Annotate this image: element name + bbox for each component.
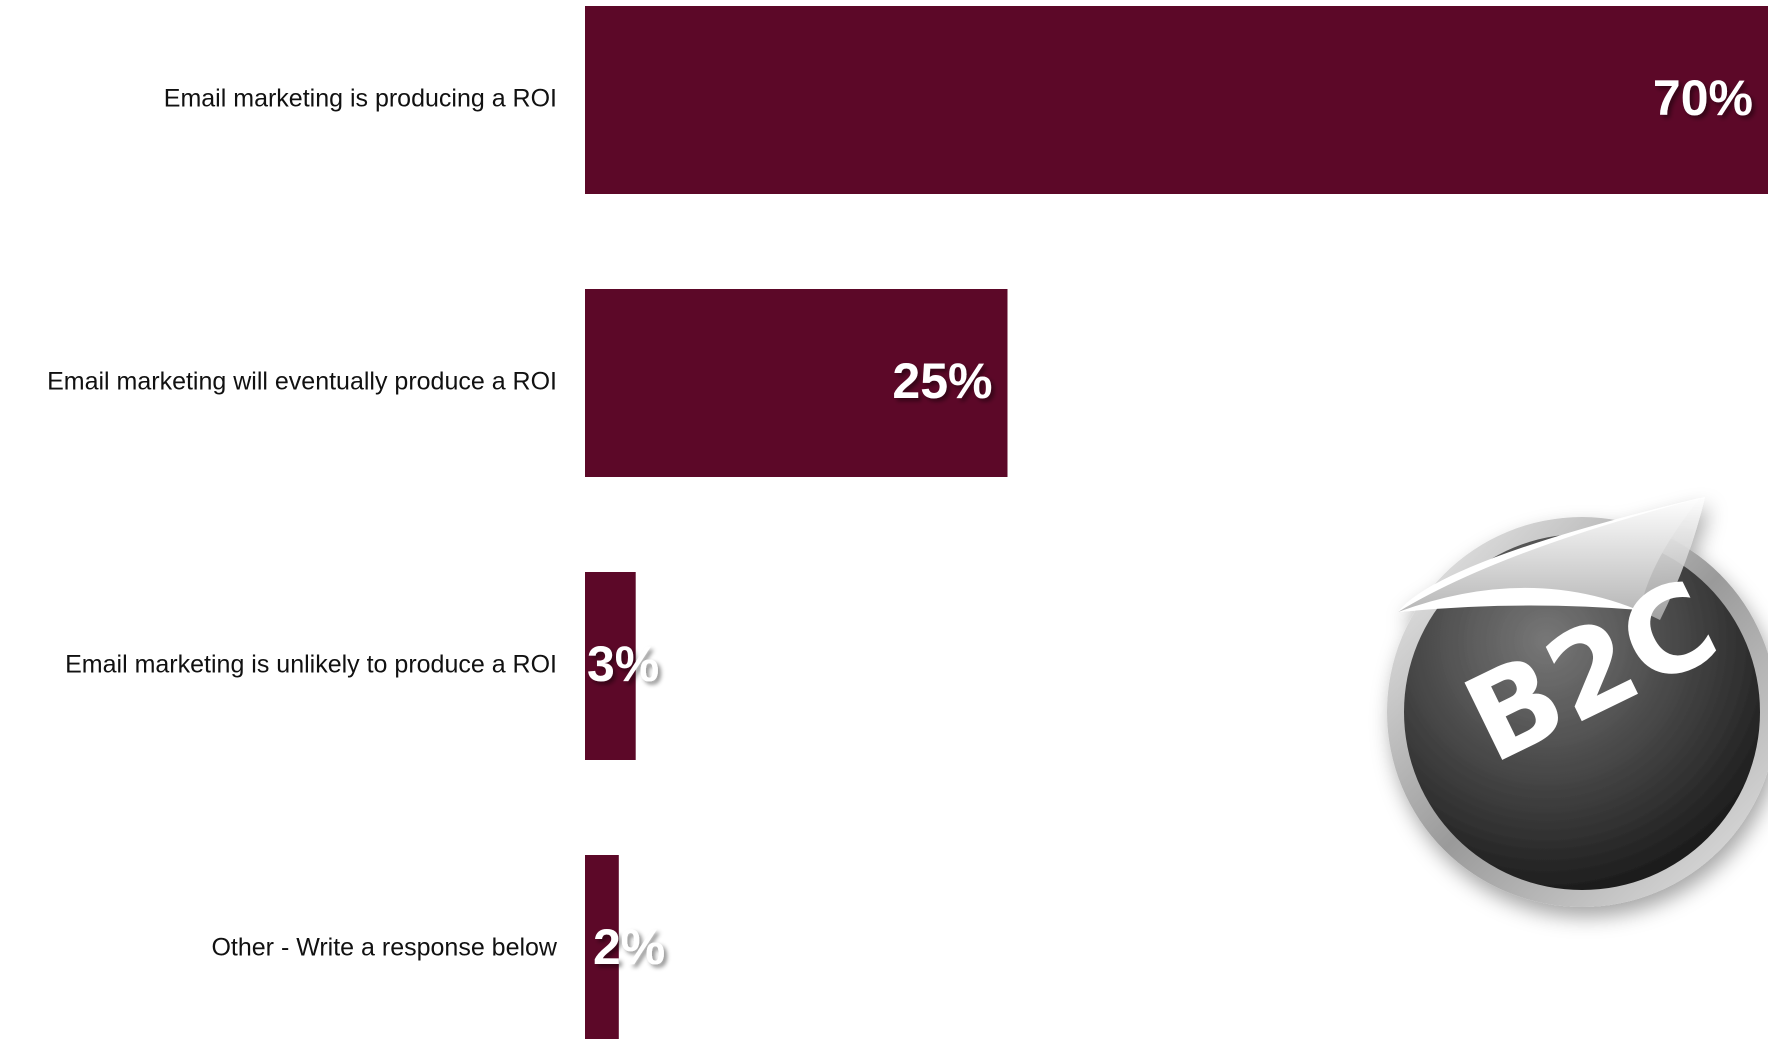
b2c-sticker: B2C — [1387, 497, 1768, 907]
value-label: 25% — [892, 353, 992, 409]
bar — [585, 6, 1768, 194]
category-label: Email marketing is producing a ROI — [164, 85, 557, 113]
category-label: Other - Write a response below — [211, 934, 557, 962]
category-label: Email marketing will eventually produce … — [47, 368, 557, 396]
bar — [585, 855, 619, 1039]
bar — [585, 289, 1008, 477]
category-label: Email marketing is unlikely to produce a… — [65, 651, 557, 679]
value-label: 3% — [587, 636, 659, 692]
value-label: 70% — [1653, 70, 1753, 126]
bar — [585, 572, 636, 760]
value-label: 2% — [593, 919, 665, 975]
